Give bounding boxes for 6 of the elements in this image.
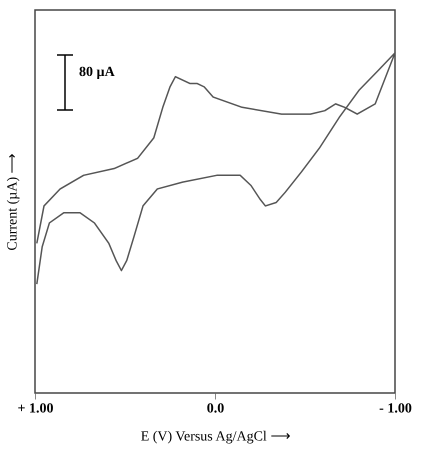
annotation: 80 µA bbox=[79, 65, 116, 80]
x-tick-label: 0.0 bbox=[206, 402, 224, 416]
x-axis-title: E (V) Versus Ag/AgCl ⟶ bbox=[140, 430, 290, 444]
x-tick-label: + 1.00 bbox=[18, 402, 54, 416]
y-axis-title: Current (µA) ⟶ bbox=[6, 153, 20, 251]
x-tick-label: - 1.00 bbox=[379, 402, 412, 416]
